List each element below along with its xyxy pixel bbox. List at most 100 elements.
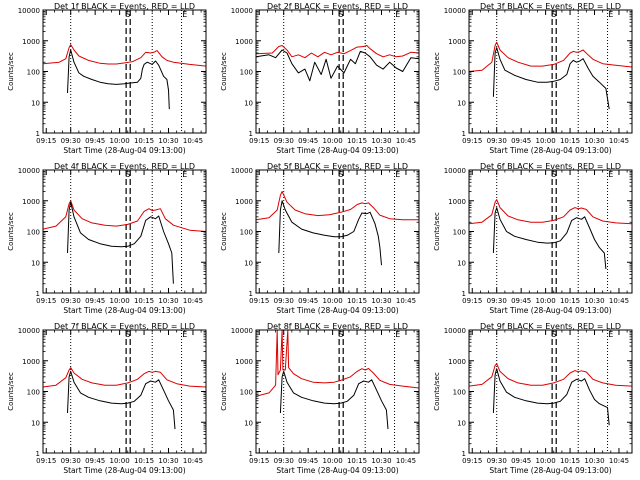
event-markers: [496, 10, 609, 133]
marker-letter-e: E: [182, 330, 187, 339]
y-tick-label: 10000: [444, 167, 466, 175]
x-tick-label: 10:00: [536, 297, 556, 305]
lld-series-line: [469, 363, 632, 387]
marker-letter-e: E: [608, 170, 613, 179]
lld-series-line: [43, 200, 206, 232]
marker-letter-s: S: [125, 10, 130, 19]
x-tick-label: 10:45: [396, 457, 416, 465]
x-tick-label: 09:15: [462, 457, 482, 465]
series-group: [256, 45, 419, 82]
x-tick-label: 09:30: [274, 137, 294, 145]
x-tick-label: 09:45: [85, 297, 105, 305]
y-axis-label: Counts/sec: [433, 372, 441, 411]
y-axis-label: Counts/sec: [220, 212, 228, 251]
events-series-line: [492, 207, 607, 270]
marker-letter-e: E: [395, 170, 400, 179]
series-group: [43, 200, 206, 284]
marker-letter-s: S: [125, 330, 130, 339]
x-tick-label: 10:30: [584, 457, 604, 465]
y-tick-label: 1000: [448, 198, 466, 206]
y-tick-label: 1: [462, 290, 466, 298]
panel-title: Det 5f BLACK = Events, RED = LLD: [267, 162, 408, 171]
x-axis-label: Start Time (28-Aug-04 09:13:00): [63, 466, 185, 475]
x-tick-label: 10:15: [560, 457, 580, 465]
lld-series-line: [43, 367, 206, 388]
panel-title: Det 8f BLACK = Events, RED = LLD: [267, 322, 408, 331]
x-tick-label: 09:15: [249, 457, 269, 465]
y-tick-label: 100: [453, 69, 466, 77]
event-markers: [70, 10, 183, 133]
x-tick-label: 10:30: [584, 297, 604, 305]
event-markers: [283, 170, 396, 293]
x-tick-label: 09:45: [511, 137, 531, 145]
panel-title: Det 1f BLACK = Events, RED = LLD: [54, 2, 195, 11]
series-group: [469, 199, 632, 270]
y-tick-label: 100: [27, 229, 40, 237]
x-axis-label: Start Time (28-Aug-04 09:13:00): [63, 306, 185, 315]
event-markers: [283, 330, 396, 453]
series-group: [469, 363, 632, 426]
y-tick-label: 10: [244, 99, 253, 107]
marker-letter-s: S: [125, 170, 130, 179]
x-tick-label: 10:30: [371, 457, 391, 465]
x-tick-label: 10:30: [158, 457, 178, 465]
x-tick-label: 10:45: [396, 137, 416, 145]
marker-letter-s: S: [551, 330, 556, 339]
panel-title: Det 2f BLACK = Events, RED = LLD: [267, 2, 408, 11]
y-axis-label: Counts/sec: [433, 52, 441, 91]
marker-letter-s: S: [338, 10, 343, 19]
y-tick-label: 10: [457, 259, 466, 267]
y-tick-label: 10: [244, 259, 253, 267]
y-tick-label: 1000: [235, 358, 253, 366]
x-tick-label: 10:15: [347, 297, 367, 305]
event-markers: [283, 10, 396, 133]
y-tick-label: 1: [462, 450, 466, 458]
event-markers: [70, 170, 183, 293]
y-tick-label: 1000: [235, 38, 253, 46]
x-tick-label: 09:15: [249, 137, 269, 145]
lld-series-line: [469, 41, 632, 72]
lld-series-line: [256, 191, 419, 221]
events-series-line: [492, 47, 610, 110]
x-tick-label: 09:30: [61, 457, 81, 465]
x-tick-label: 09:15: [36, 137, 56, 145]
y-tick-label: 1000: [22, 38, 40, 46]
marker-letter-s: S: [338, 330, 343, 339]
x-tick-label: 10:15: [134, 297, 154, 305]
x-tick-label: 10:45: [183, 137, 203, 145]
x-tick-label: 09:30: [274, 457, 294, 465]
x-tick-label: 10:15: [347, 457, 367, 465]
x-tick-label: 10:15: [560, 297, 580, 305]
x-tick-label: 10:00: [110, 137, 130, 145]
x-tick-label: 09:45: [298, 137, 318, 145]
x-tick-label: 09:30: [487, 457, 507, 465]
x-tick-label: 09:45: [298, 457, 318, 465]
y-tick-label: 100: [453, 389, 466, 397]
series-group: [43, 44, 206, 110]
y-axis-label: Counts/sec: [220, 372, 228, 411]
x-tick-label: 10:45: [609, 457, 629, 465]
event-markers: [70, 330, 183, 453]
x-axis-label: Start Time (28-Aug-04 09:13:00): [489, 146, 611, 155]
events-series-line: [256, 49, 419, 82]
events-series-line: [67, 49, 170, 110]
y-tick-label: 1: [249, 290, 253, 298]
x-tick-label: 10:00: [110, 297, 130, 305]
events-series-line: [67, 201, 174, 284]
y-tick-label: 1000: [235, 198, 253, 206]
x-axis-label: Start Time (28-Aug-04 09:13:00): [489, 466, 611, 475]
x-tick-label: 09:15: [36, 297, 56, 305]
lld-series-line: [43, 44, 206, 67]
y-tick-label: 100: [453, 229, 466, 237]
x-tick-label: 10:15: [134, 137, 154, 145]
events-series-line: [279, 370, 389, 430]
x-tick-label: 09:15: [249, 297, 269, 305]
marker-letter-s: S: [338, 170, 343, 179]
y-tick-label: 10000: [18, 327, 40, 335]
